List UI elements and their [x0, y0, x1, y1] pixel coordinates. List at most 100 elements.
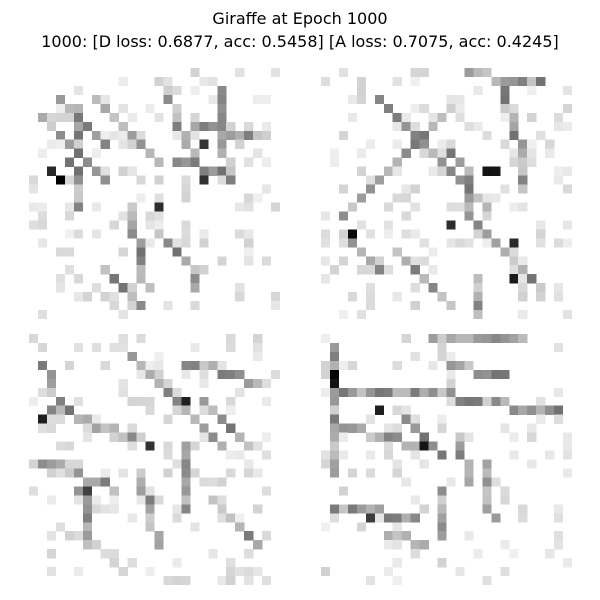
sample-pixel — [181, 229, 191, 239]
sample-pixel — [235, 369, 245, 380]
sample-pixel — [127, 139, 137, 149]
sample-pixel — [428, 360, 438, 371]
sample-pixel — [55, 459, 66, 469]
sample-pixel — [428, 148, 438, 158]
sample-pixel — [554, 414, 564, 424]
sample-pixel — [464, 531, 474, 541]
sample-pixel — [190, 342, 200, 353]
sample-pixel — [365, 283, 375, 293]
sample-pixel — [509, 121, 519, 131]
sample-pixel — [509, 112, 519, 122]
sample-pixel — [321, 76, 331, 87]
sample-pixel — [55, 414, 66, 424]
sample-pixel — [127, 432, 137, 442]
sample-pixel — [82, 495, 92, 505]
sample-pixel — [100, 139, 110, 149]
sample-pixel — [527, 274, 537, 284]
sample-pixel — [253, 540, 263, 550]
sample-pixel — [262, 450, 272, 460]
sample-pixel — [383, 265, 393, 275]
sample-pixel — [329, 387, 340, 397]
sample-pixel — [55, 405, 66, 415]
sample-pixel — [563, 220, 572, 230]
sample-pixel — [464, 360, 474, 371]
sample-pixel — [554, 540, 564, 550]
sample-pixel — [500, 540, 510, 550]
sample-pixel — [482, 211, 492, 221]
sample-pixel — [491, 193, 501, 203]
sample-pixel — [545, 148, 555, 158]
sample-pixel — [329, 441, 340, 451]
sample-pixel — [464, 68, 474, 78]
sample-pixel — [410, 283, 420, 293]
sample-pixel — [136, 265, 146, 275]
sample-pixel — [554, 121, 564, 131]
sample-pixel — [235, 450, 245, 460]
sample-pixel — [365, 387, 375, 397]
sample-pixel — [554, 531, 564, 541]
sample-pixel — [473, 283, 483, 293]
sample-pixel — [136, 486, 146, 496]
sample-pixel — [73, 567, 83, 577]
sample-pixel — [554, 387, 564, 397]
sample-pixel — [163, 450, 173, 460]
sample-pixel — [437, 292, 447, 302]
sample-pixel — [226, 121, 236, 131]
sample-pixel — [82, 540, 92, 550]
sample-pixel — [563, 166, 572, 176]
sample-pixel — [136, 139, 146, 149]
sample-pixel — [136, 130, 146, 140]
sample-pixel — [401, 148, 411, 158]
sample-pixel — [482, 495, 492, 505]
sample-pixel — [410, 441, 420, 451]
sample-pixel — [347, 292, 358, 302]
sample-pixel — [172, 576, 182, 585]
sample-pixel — [410, 256, 420, 266]
sample-pixel — [329, 360, 340, 371]
sample-pixel — [217, 85, 227, 96]
sample-pixel — [235, 229, 245, 239]
sample-pixel — [55, 139, 66, 149]
sample-pixel — [235, 68, 245, 78]
sample-pixel — [419, 139, 429, 149]
sample-pixel — [91, 414, 101, 424]
sample-pixel — [181, 238, 191, 248]
sample-pixel — [91, 423, 101, 433]
sample-pixel — [100, 549, 110, 559]
sample-pixel — [356, 387, 367, 397]
sample-pixel — [518, 166, 528, 176]
sample-pixel — [464, 459, 474, 469]
sample-pixel — [392, 112, 402, 122]
sample-pixel — [55, 247, 66, 257]
sample-pixel — [73, 130, 83, 140]
sample-pixel — [136, 175, 146, 185]
sample-pixel — [262, 531, 272, 541]
sample-pixel — [100, 423, 110, 433]
sample-pixel — [82, 432, 92, 442]
sample-pixel — [235, 292, 245, 302]
sample-pixel — [226, 450, 236, 460]
sample-pixel — [100, 130, 110, 140]
sample-pixel — [46, 468, 57, 478]
sample-pixel — [217, 477, 227, 487]
sample-pixel — [527, 432, 537, 442]
sample-pixel — [172, 247, 182, 257]
sample-pixel — [145, 396, 155, 406]
sample-pixel — [145, 486, 155, 496]
sample-pixel — [321, 229, 331, 239]
sample-pixel — [199, 121, 209, 131]
sample-pixel — [244, 130, 254, 140]
sample-pixel — [437, 342, 447, 353]
sample-pixel — [500, 139, 510, 149]
sample-pixel — [482, 468, 492, 478]
sample-pixel — [29, 220, 39, 230]
sample-pixel — [392, 193, 402, 203]
sample-pixel — [145, 504, 155, 514]
sample-pixel — [527, 148, 537, 158]
sample-pixel — [446, 351, 456, 362]
sample-pixel — [91, 477, 101, 487]
sample-pixel — [419, 238, 429, 248]
sample-pixel — [127, 130, 137, 140]
sample-pixel — [347, 360, 358, 371]
sample-pixel — [73, 495, 83, 505]
